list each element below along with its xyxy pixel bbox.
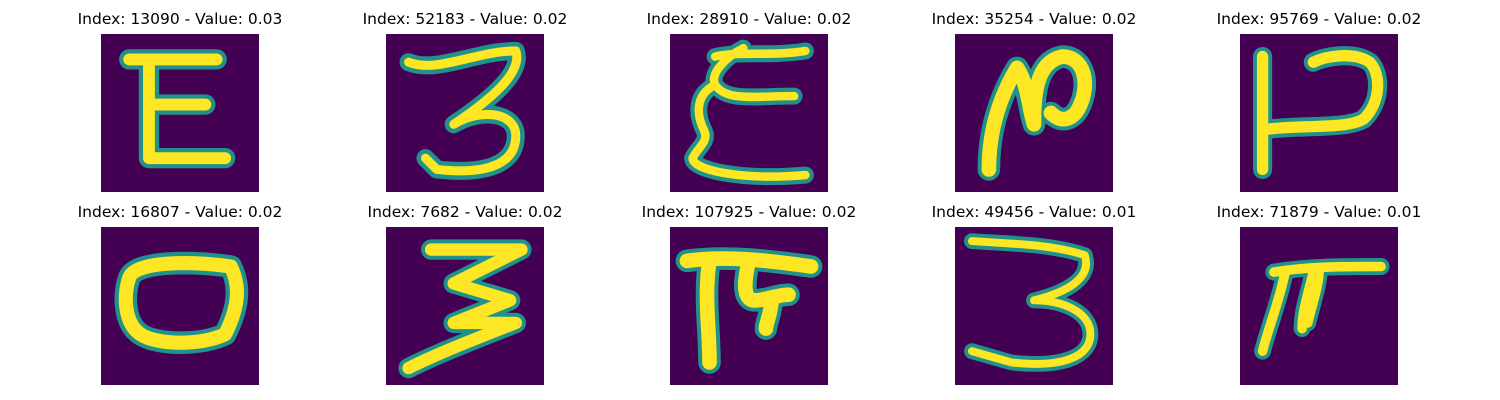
panel-title: Index: 28910 - Value: 0.02 [646, 10, 852, 28]
glyph-image-3 [386, 34, 544, 192]
panel-title: Index: 107925 - Value: 0.02 [641, 203, 857, 221]
panel-title: Index: 7682 - Value: 0.02 [367, 203, 563, 221]
panel-6: Index: 16807 - Value: 0.02 [60, 203, 300, 393]
panel-title: Index: 49456 - Value: 0.01 [931, 203, 1137, 221]
panel-title: Index: 52183 - Value: 0.02 [362, 10, 568, 28]
panel-4: Index: 35254 - Value: 0.02 [914, 10, 1154, 200]
glyph-image-t [670, 227, 828, 385]
glyph-image-t [1240, 227, 1398, 385]
glyph-image-p [1240, 34, 1398, 192]
panel-10: Index: 71879 - Value: 0.01 [1199, 203, 1439, 393]
glyph-image-3 [955, 227, 1113, 385]
panel-title: Index: 13090 - Value: 0.03 [77, 10, 283, 28]
glyph-image-o [101, 227, 259, 385]
panel-title: Index: 16807 - Value: 0.02 [77, 203, 283, 221]
panel-5: Index: 95769 - Value: 0.02 [1199, 10, 1439, 200]
panel-8: Index: 107925 - Value: 0.02 [629, 203, 869, 393]
panel-7: Index: 7682 - Value: 0.02 [345, 203, 585, 393]
panel-title: Index: 35254 - Value: 0.02 [931, 10, 1137, 28]
panel-2: Index: 52183 - Value: 0.02 [345, 10, 585, 200]
panel-title: Index: 95769 - Value: 0.02 [1216, 10, 1422, 28]
panel-title: Index: 71879 - Value: 0.01 [1216, 203, 1422, 221]
panel-9: Index: 49456 - Value: 0.01 [914, 203, 1154, 393]
glyph-image-e [670, 34, 828, 192]
panel-3: Index: 28910 - Value: 0.02 [629, 10, 869, 200]
panel-1: Index: 13090 - Value: 0.03 [60, 10, 300, 200]
glyph-image-n [955, 34, 1113, 192]
glyph-image-e [101, 34, 259, 192]
glyph-image-3 [386, 227, 544, 385]
